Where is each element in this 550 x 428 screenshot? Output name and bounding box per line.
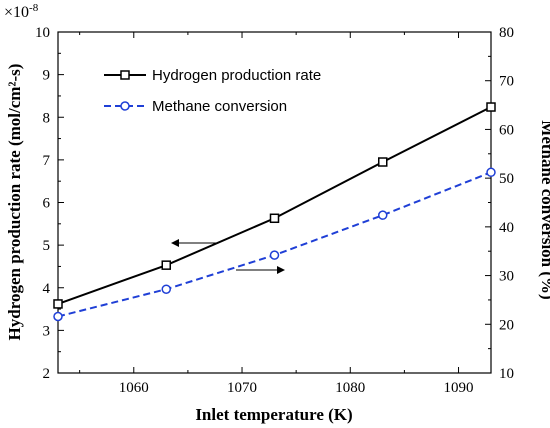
series-markers (53, 102, 496, 322)
data-point-methane-conversion (486, 167, 496, 178)
x-tick-label: 1090 (444, 380, 474, 396)
y-left-tick-label: 6 (43, 196, 51, 212)
y-left-tick-label: 10 (35, 25, 50, 41)
data-point-methane-conversion (161, 284, 171, 294)
data-point-methane-conversion (269, 250, 280, 260)
y-axis-title-left: Hydrogen production rate (mol/cm²-s) (5, 64, 24, 341)
series-line-methane-conversion (57, 171, 492, 318)
y-right-tick-label: 20 (499, 317, 514, 333)
data-point-hydrogen-production-rate (53, 299, 63, 309)
y-right-tick-label: 80 (499, 25, 514, 41)
y-left-tick-label: 7 (43, 153, 51, 169)
data-point-hydrogen-production-rate (378, 157, 388, 167)
series-line-hydrogen-production-rate (57, 106, 492, 305)
legend-label-methane: Methane conversion (152, 98, 287, 115)
y-left-tick-label: 5 (43, 238, 51, 254)
y-axis-title-right: Methane conversion (%) (538, 120, 550, 299)
y-right-tick-label: 40 (499, 220, 514, 236)
data-point-hydrogen-production-rate (161, 260, 171, 270)
data-point-methane-conversion (378, 210, 388, 220)
y-right-tick-label: 10 (499, 366, 514, 382)
data-point-hydrogen-production-rate (269, 213, 280, 224)
legend-marker-hydrogen (120, 70, 130, 80)
x-tick-label: 1060 (119, 380, 149, 396)
y-right-tick-label: 50 (499, 171, 514, 187)
x-tick-label: 1080 (335, 380, 365, 396)
legend-label-hydrogen: Hydrogen production rate (152, 67, 321, 84)
y-left-tick-label: 4 (43, 281, 51, 297)
y-right-tick-label: 70 (499, 74, 514, 90)
series-lines (57, 106, 492, 318)
y-left-tick-label: 9 (43, 68, 51, 84)
y-multiplier: ×10-8 (4, 2, 39, 21)
data-point-methane-conversion (53, 311, 63, 322)
y-right-tick-label: 60 (499, 122, 514, 138)
legend-marker-methane (120, 101, 130, 111)
data-point-hydrogen-production-rate (486, 102, 496, 112)
y-left-tick-label: 3 (43, 323, 51, 339)
x-tick-label: 1070 (227, 380, 257, 396)
y-left-tick-label: 2 (43, 366, 51, 382)
y-left-tick-label: 8 (43, 110, 51, 126)
x-axis-title: Inlet temperature (K) (195, 405, 352, 424)
ticks-layer: 1060 1070 1080 1090 2 3 4 5 6 7 8 9 10 10 20 30 40 50 60 70… (35, 25, 514, 396)
legend: Hydrogen production rate Methane convers… (104, 67, 321, 115)
y-right-tick-label: 30 (499, 269, 514, 285)
